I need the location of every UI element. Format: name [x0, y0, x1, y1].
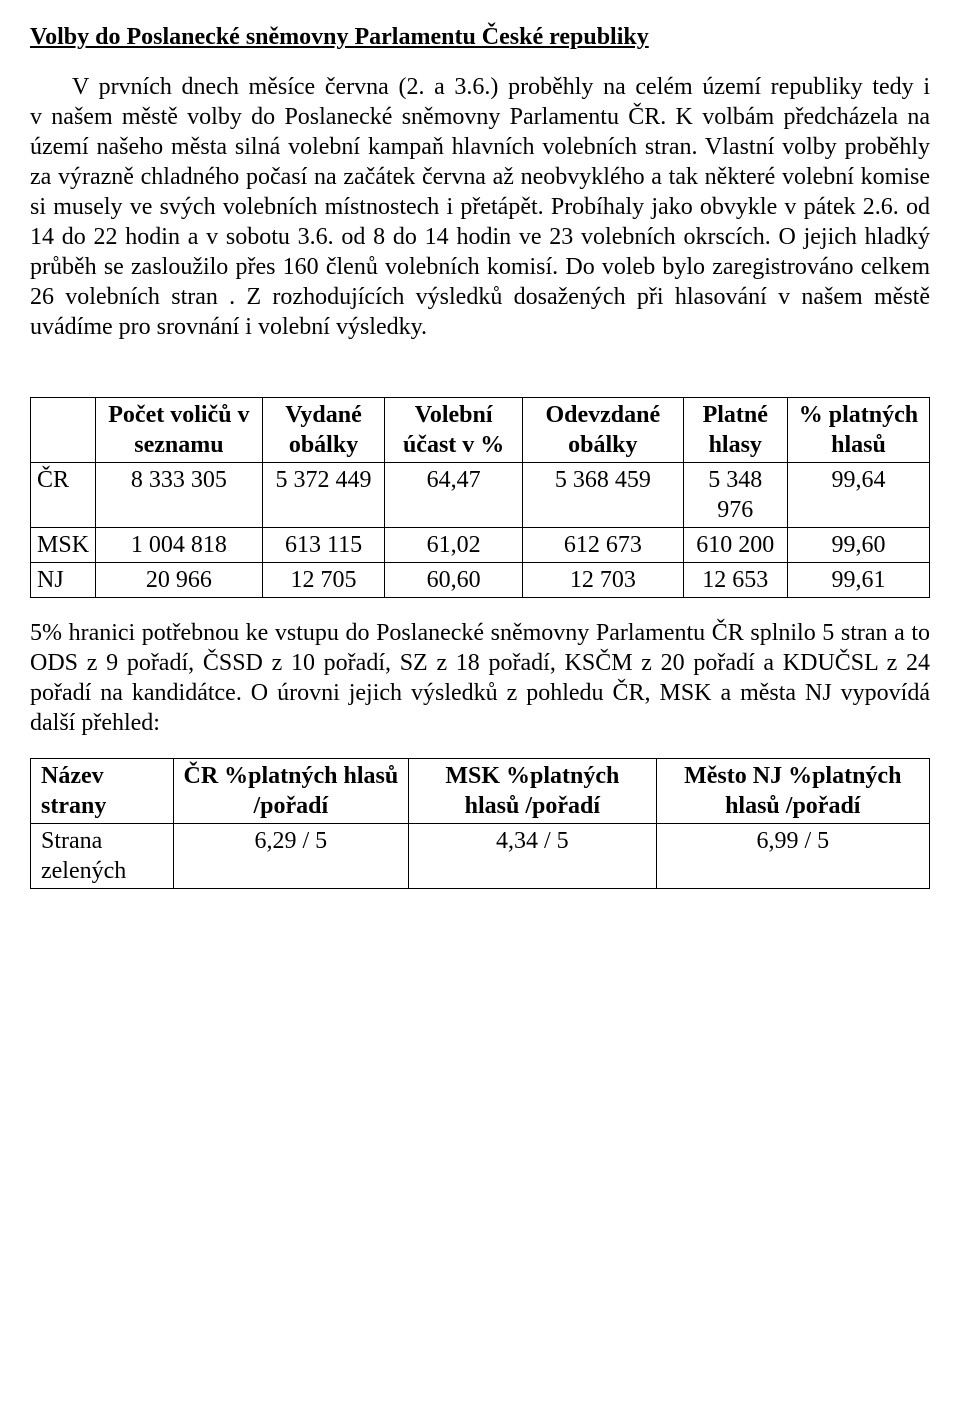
cell: 5 348 976: [683, 463, 787, 528]
cell: 12 705: [262, 563, 384, 598]
cell: 1 004 818: [96, 528, 263, 563]
table-row: MSK 1 004 818 613 115 61,02 612 673 610 …: [31, 528, 930, 563]
table-header-row: Název strany ČR %platných hlasů /pořadí …: [31, 759, 930, 824]
cell: 8 333 305: [96, 463, 263, 528]
th-vydane: Vydané obálky: [262, 398, 384, 463]
cell: 5 372 449: [262, 463, 384, 528]
cell: 60,60: [385, 563, 523, 598]
cell: MSK: [31, 528, 96, 563]
cell: 12 703: [523, 563, 684, 598]
th-pocet: Počet voličů v seznamu: [96, 398, 263, 463]
cell: 6,29 / 5: [173, 824, 408, 889]
cell: 61,02: [385, 528, 523, 563]
paragraph-1: V prvních dnech měsíce června (2. a 3.6.…: [30, 72, 930, 342]
results-table-1: Počet voličů v seznamu Vydané obálky Vol…: [30, 397, 930, 598]
cell: Strana zelených: [31, 824, 174, 889]
th-platne: Platné hlasy: [683, 398, 787, 463]
th-msk: MSK %platných hlasů /pořadí: [409, 759, 656, 824]
th-ucast: Volební účast v %: [385, 398, 523, 463]
table-row: NJ 20 966 12 705 60,60 12 703 12 653 99,…: [31, 563, 930, 598]
th-cr: ČR %platných hlasů /pořadí: [173, 759, 408, 824]
results-table-2: Název strany ČR %platných hlasů /pořadí …: [30, 758, 930, 889]
table-row: ČR 8 333 305 5 372 449 64,47 5 368 459 5…: [31, 463, 930, 528]
cell: NJ: [31, 563, 96, 598]
th-pct-platne: % platných hlasů: [787, 398, 929, 463]
cell: 4,34 / 5: [409, 824, 656, 889]
cell: 612 673: [523, 528, 684, 563]
table-row: Strana zelených 6,29 / 5 4,34 / 5 6,99 /…: [31, 824, 930, 889]
cell: ČR: [31, 463, 96, 528]
cell: 12 653: [683, 563, 787, 598]
th-blank: [31, 398, 96, 463]
page-title: Volby do Poslanecké sněmovny Parlamentu …: [30, 22, 930, 52]
th-nj: Město NJ %platných hlasů /pořadí: [656, 759, 929, 824]
cell: 6,99 / 5: [656, 824, 929, 889]
cell: 5 368 459: [523, 463, 684, 528]
th-odevzdane: Odevzdané obálky: [523, 398, 684, 463]
cell: 20 966: [96, 563, 263, 598]
cell: 99,64: [787, 463, 929, 528]
cell: 610 200: [683, 528, 787, 563]
cell: 613 115: [262, 528, 384, 563]
th-nazev: Název strany: [31, 759, 174, 824]
cell: 64,47: [385, 463, 523, 528]
paragraph-2: 5% hranici potřebnou ke vstupu do Poslan…: [30, 618, 930, 738]
cell: 99,61: [787, 563, 929, 598]
paragraph-1-text: V prvních dnech měsíce června (2. a 3.6.…: [30, 74, 930, 340]
cell: 99,60: [787, 528, 929, 563]
table-header-row: Počet voličů v seznamu Vydané obálky Vol…: [31, 398, 930, 463]
